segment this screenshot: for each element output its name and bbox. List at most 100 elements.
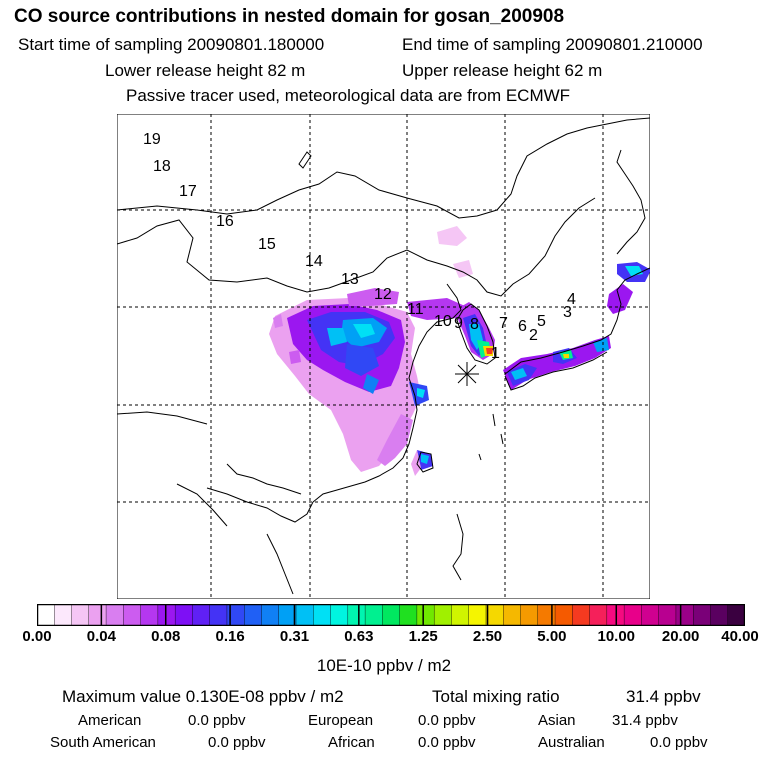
traj-label: 8 bbox=[470, 316, 479, 333]
colorbar-cell bbox=[485, 604, 505, 626]
lower-release-label: Lower release height 82 m bbox=[105, 61, 306, 80]
traj-label: 15 bbox=[258, 236, 276, 253]
colorbar-cell bbox=[37, 604, 56, 626]
colorbar-cell bbox=[433, 604, 453, 626]
coastlines bbox=[117, 117, 650, 595]
region-value: 0.0 ppbv bbox=[208, 734, 266, 751]
colorbar-cell bbox=[675, 604, 694, 626]
colorbar-cell bbox=[209, 604, 228, 626]
traj-label: 19 bbox=[143, 131, 161, 148]
colorbar-cell bbox=[261, 604, 280, 626]
traj-label: 13 bbox=[341, 271, 359, 288]
colorbar-cell bbox=[174, 604, 194, 626]
colorbar-cell bbox=[347, 604, 366, 626]
traj-label: 7 bbox=[499, 315, 508, 332]
traj-label: 10 bbox=[434, 313, 452, 330]
region-name: South American bbox=[50, 734, 156, 751]
region-value: 0.0 ppbv bbox=[418, 734, 476, 751]
traj-label: 18 bbox=[153, 158, 171, 175]
region-value: 0.0 ppbv bbox=[650, 734, 708, 751]
region-value: 31.4 ppbv bbox=[612, 712, 678, 729]
colorbar-cell bbox=[54, 604, 73, 626]
colorbar-cell bbox=[88, 604, 107, 626]
colorbar-cell bbox=[416, 604, 435, 626]
colorbar-cell bbox=[192, 604, 211, 626]
colorbar-cell bbox=[140, 604, 159, 626]
colorbar-tick-label: 0.00 bbox=[22, 628, 52, 645]
colorbar-cell bbox=[589, 604, 608, 626]
source-contribution-map: 19 18 17 16 15 14 13 12 11 10 9 8 7 6 5 … bbox=[117, 114, 650, 599]
colorbar-cell bbox=[520, 604, 539, 626]
colorbar-cell bbox=[710, 604, 729, 626]
traj-label: 2 bbox=[529, 327, 538, 344]
traj-label: 11 bbox=[407, 301, 424, 318]
colorbar-cell bbox=[313, 604, 332, 626]
colorbar-cell bbox=[295, 604, 315, 626]
total-mixing-value: 31.4 ppbv bbox=[626, 687, 701, 706]
end-time-label: End time of sampling 20090801.210000 bbox=[402, 35, 703, 54]
colorbar-cell bbox=[468, 604, 487, 626]
region-name: European bbox=[308, 712, 374, 729]
colorbar-cell bbox=[244, 604, 263, 626]
colorbar-tick-label: 10.00 bbox=[597, 628, 636, 645]
start-time-label: Start time of sampling 20090801.180000 bbox=[18, 35, 325, 54]
traj-label: 1 bbox=[491, 345, 500, 362]
plume-korea bbox=[455, 302, 495, 360]
traj-label: 14 bbox=[305, 253, 323, 270]
colorbar-cell bbox=[693, 604, 712, 626]
traj-label: 3 bbox=[563, 304, 572, 321]
region-name: African bbox=[328, 734, 375, 751]
colorbar-cell bbox=[503, 604, 522, 626]
colorbar-cell bbox=[641, 604, 660, 626]
colorbar-tick-label: 5.00 bbox=[537, 628, 567, 645]
colorbar-tick-label: 1.25 bbox=[408, 628, 438, 645]
colorbar-cell bbox=[554, 604, 574, 626]
colorbar-cell bbox=[382, 604, 401, 626]
colorbar bbox=[37, 604, 745, 626]
colorbar-tick-label: 0.04 bbox=[86, 628, 116, 645]
region-name: Asian bbox=[538, 712, 576, 729]
tracer-note: Passive tracer used, meteorological data… bbox=[126, 86, 571, 105]
colorbar-unit: 10E-10 ppbv / m2 bbox=[316, 656, 452, 675]
colorbar-cell bbox=[105, 604, 125, 626]
traj-label: 9 bbox=[454, 315, 463, 332]
lat-lon-grid bbox=[117, 114, 650, 599]
upper-release-label: Upper release height 62 m bbox=[402, 61, 603, 80]
colorbar-cell bbox=[451, 604, 470, 626]
colorbar-cell bbox=[658, 604, 677, 626]
plot-title: CO source contributions in nested domain… bbox=[14, 6, 565, 27]
colorbar-cell bbox=[157, 604, 176, 626]
total-mixing-label: Total mixing ratio bbox=[432, 687, 560, 706]
traj-label: 16 bbox=[216, 213, 234, 230]
plume-china bbox=[269, 226, 473, 472]
colorbar-tick-label: 40.00 bbox=[721, 628, 759, 645]
region-value: 0.0 ppbv bbox=[418, 712, 476, 729]
colorbar-cell bbox=[623, 604, 643, 626]
traj-label: 4 bbox=[567, 291, 576, 308]
trajectory-labels: 19 18 17 16 15 14 13 12 11 10 9 8 7 6 5 … bbox=[143, 131, 576, 362]
colorbar-tick-label: 0.08 bbox=[151, 628, 181, 645]
colorbar-cell bbox=[399, 604, 418, 626]
region-value: 0.0 ppbv bbox=[188, 712, 246, 729]
colorbar-tick-label: 0.63 bbox=[344, 628, 374, 645]
colorbar-tick-label: 2.50 bbox=[472, 628, 503, 645]
traj-label: 12 bbox=[374, 286, 392, 303]
region-name: Australian bbox=[538, 734, 605, 751]
colorbar-cell bbox=[572, 604, 591, 626]
asterisk-station-icon bbox=[455, 362, 479, 386]
region-name: American bbox=[78, 712, 142, 729]
colorbar-cell bbox=[537, 604, 556, 626]
colorbar-cell bbox=[71, 604, 90, 626]
traj-label: 17 bbox=[179, 183, 197, 200]
plume-japan bbox=[411, 262, 650, 476]
colorbar-tick-label: 0.16 bbox=[215, 628, 245, 645]
traj-label: 6 bbox=[518, 318, 527, 335]
traj-label: 5 bbox=[537, 313, 546, 330]
colorbar-cell bbox=[364, 604, 384, 626]
colorbar-cell bbox=[330, 604, 349, 626]
max-value-label: Maximum value 0.130E-08 ppbv / m2 bbox=[62, 687, 344, 706]
colorbar-tick-label: 0.31 bbox=[279, 628, 310, 645]
colorbar-cell bbox=[727, 604, 745, 626]
colorbar-tick-label: 20.00 bbox=[661, 628, 700, 645]
colorbar-cell bbox=[123, 604, 142, 626]
